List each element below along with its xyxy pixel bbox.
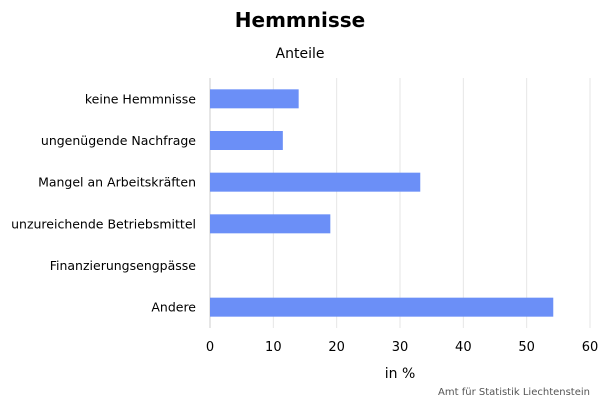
x-axis-title: in %	[385, 366, 416, 382]
bar-6[interactable]	[210, 297, 554, 317]
x-tick-label-20: 20	[328, 340, 345, 355]
category-label-4: unzureichende Betriebsmittel	[11, 216, 196, 231]
x-tick-label-30: 30	[392, 340, 409, 355]
category-label-6: Andere	[151, 300, 196, 315]
category-label-3: Mangel an Arbeitskräften	[38, 175, 196, 190]
bar-4[interactable]	[210, 214, 331, 234]
x-tick-label-50: 50	[518, 340, 535, 355]
chart-title: Hemmnisse	[235, 8, 365, 32]
category-label-2: ungenügende Nachfrage	[41, 133, 196, 148]
category-label-5: Finanzierungsengpässe	[50, 258, 197, 273]
x-tick-label-40: 40	[455, 340, 472, 355]
category-labels: keine Hemmnisse ungenügende Nachfrage Mang…	[11, 91, 196, 314]
x-tick-label-60: 60	[582, 340, 599, 355]
x-tick-labels: 0 10 20 30 40 50 60	[206, 340, 598, 355]
bar-3[interactable]	[210, 172, 421, 192]
category-label-1: keine Hemmnisse	[85, 91, 196, 106]
bar-1[interactable]	[210, 89, 299, 109]
chart-subtitle: Anteile	[276, 46, 325, 62]
bars	[210, 89, 554, 317]
gridlines	[209, 78, 591, 328]
credit-text: Amt für Statistik Liechtenstein	[438, 387, 590, 398]
x-tick-label-0: 0	[206, 340, 214, 355]
x-tick-label-10: 10	[265, 340, 282, 355]
bar-2[interactable]	[210, 131, 283, 150]
